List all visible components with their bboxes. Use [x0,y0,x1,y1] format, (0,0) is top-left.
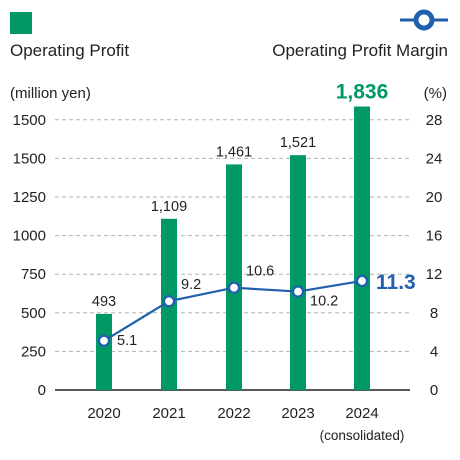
left-tick-label: 1500 [13,112,46,129]
line-series: 5.1 9.2 10.6 10.2 11.3 [97,264,416,349]
margin-point [291,285,305,298]
legend: Operating Profit Operating Profit Margin [10,9,448,60]
left-tick-label: 1250 [13,189,46,206]
right-tick-label: 20 [426,189,443,206]
bar [96,313,112,390]
margin-value-label: 10.2 [310,294,338,310]
legend-line-swatch [400,9,448,31]
right-tick-label: 12 [426,266,443,283]
right-axis-ticks: 0 4 8 12 16 20 24 28 [426,112,443,399]
right-tick-label: 0 [430,382,438,399]
x-tick-label: 2020 [87,405,120,422]
right-tick-label: 24 [426,150,443,167]
margin-value-label: 11.3 [376,271,416,294]
margin-value-label: 10.6 [246,264,274,280]
right-tick-label: 4 [430,343,438,360]
bar [354,106,370,390]
margin-value-label: 5.1 [117,333,137,349]
bar [290,155,306,390]
bar-value-label: 1,836 [336,81,389,104]
x-tick-label: 2021 [152,405,185,422]
x-tick-label: 2024 [345,405,378,422]
left-axis-label: (million yen) [10,85,91,102]
right-tick-label: 16 [426,228,443,245]
right-tick-label: 28 [426,112,443,129]
x-axis-ticks: 2020 2021 2022 2023 2024 [87,405,378,422]
margin-point [162,295,176,308]
bar-value-label: 493 [92,294,116,310]
legend-bar-label: Operating Profit [10,41,129,60]
x-tick-label: 2023 [281,405,314,422]
bar-value-label: 1,109 [151,199,187,215]
left-tick-label: 0 [38,382,46,399]
left-tick-label: 500 [21,305,46,322]
right-tick-label: 8 [430,305,438,322]
x-tick-label: 2022 [217,405,250,422]
bar-value-label: 1,521 [280,135,316,151]
left-tick-label: 750 [21,266,46,283]
legend-line-label: Operating Profit Margin [272,41,448,60]
margin-point [355,274,369,288]
margin-point [97,334,111,347]
x-axis-note: (consolidated) [320,428,405,443]
bar [226,164,242,390]
right-axis-label: (%) [424,85,447,102]
margin-value-label: 9.2 [181,277,201,293]
margin-point [227,281,241,294]
left-tick-label: 1500 [13,150,46,167]
left-axis-ticks: 0 250 500 750 1000 1250 1500 1500 [13,112,46,399]
bar-value-label: 1,461 [216,144,252,160]
left-tick-label: 250 [21,343,46,360]
left-tick-label: 1000 [13,228,46,245]
legend-bar-swatch [10,12,32,34]
